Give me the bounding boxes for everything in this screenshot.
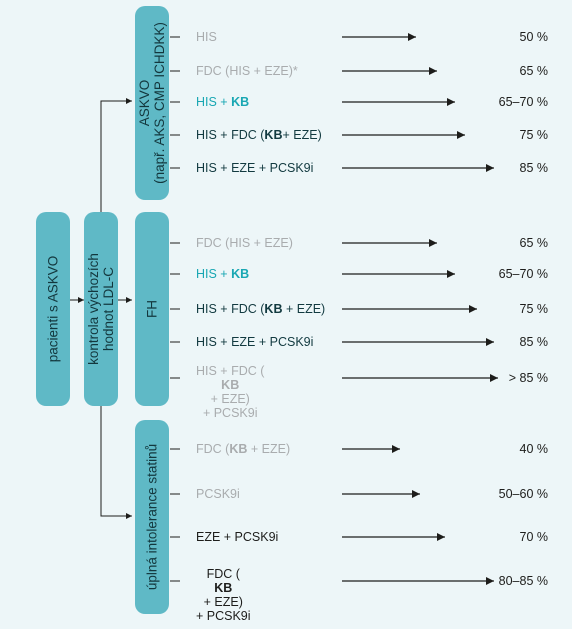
ldl-reduction-value: 50–60 % [498,487,548,501]
patients-label: pacienti s ASKVO [45,255,61,363]
therapy-label: HIS + EZE + PCSK9i [196,161,314,175]
baseline-ldl-label: kontrola výchozích hodnot LDL-C [86,253,116,365]
therapy-label: HIS + KB [196,267,250,281]
intolerance-label: úplná intolerance statinů [144,443,160,591]
arrow-baseline-to-askvo [100,98,132,212]
askvo-label: ASKVO (např. AKS, CMP ICHDKK) [137,22,167,184]
therapy-label: EZE + PCSK9i [196,530,279,544]
ldl-reduction-value: 65–70 % [498,95,548,109]
therapy-label: HIS + FDC (KB + EZE) + PCSK9i [196,364,265,420]
therapy-label: PCSK9i [196,487,240,501]
therapy-label: FDC (HIS + EZE) [196,236,293,250]
ldl-reduction-value: 85 % [519,161,549,175]
ldl-reduction-value: > 85 % [508,371,548,385]
ldl-reduction-value: 80–85 % [498,574,548,588]
ldl-reduction-value: 75 % [519,128,549,142]
therapy-label: HIS + FDC (KB+ EZE) [196,128,322,142]
baseline-ldl-box: kontrola výchozích hodnot LDL-C [84,212,118,406]
therapy-label: HIS + KB [196,95,250,109]
ldl-reduction-value: 75 % [519,302,549,316]
ldl-reduction-value: 65–70 % [498,267,548,281]
therapy-label: HIS + EZE + PCSK9i [196,335,314,349]
arrow-baseline-to-intolerance [100,406,132,519]
therapy-label: FDC (HIS + EZE)* [196,64,298,78]
ldl-reduction-value: 40 % [519,442,549,456]
therapy-label: FDC (KB + EZE) + PCSK9i [196,567,251,623]
ldl-reduction-value: 65 % [519,236,549,250]
ldl-reduction-value: 85 % [519,335,549,349]
ldl-reduction-value: 50 % [519,30,549,44]
fh-box: FH [135,212,169,406]
fh-label: FH [144,300,160,318]
ldl-reduction-value: 70 % [519,530,549,544]
intolerance-box: úplná intolerance statinů [135,420,169,614]
therapy-label: HIS + FDC (KB + EZE) [196,302,326,316]
therapy-label: HIS [196,30,217,44]
askvo-box: ASKVO (např. AKS, CMP ICHDKK) [135,6,169,200]
ldl-reduction-value: 65 % [519,64,549,78]
patients-box: pacienti s ASKVO [36,212,70,406]
therapy-label: FDC (KB + EZE) [196,442,291,456]
